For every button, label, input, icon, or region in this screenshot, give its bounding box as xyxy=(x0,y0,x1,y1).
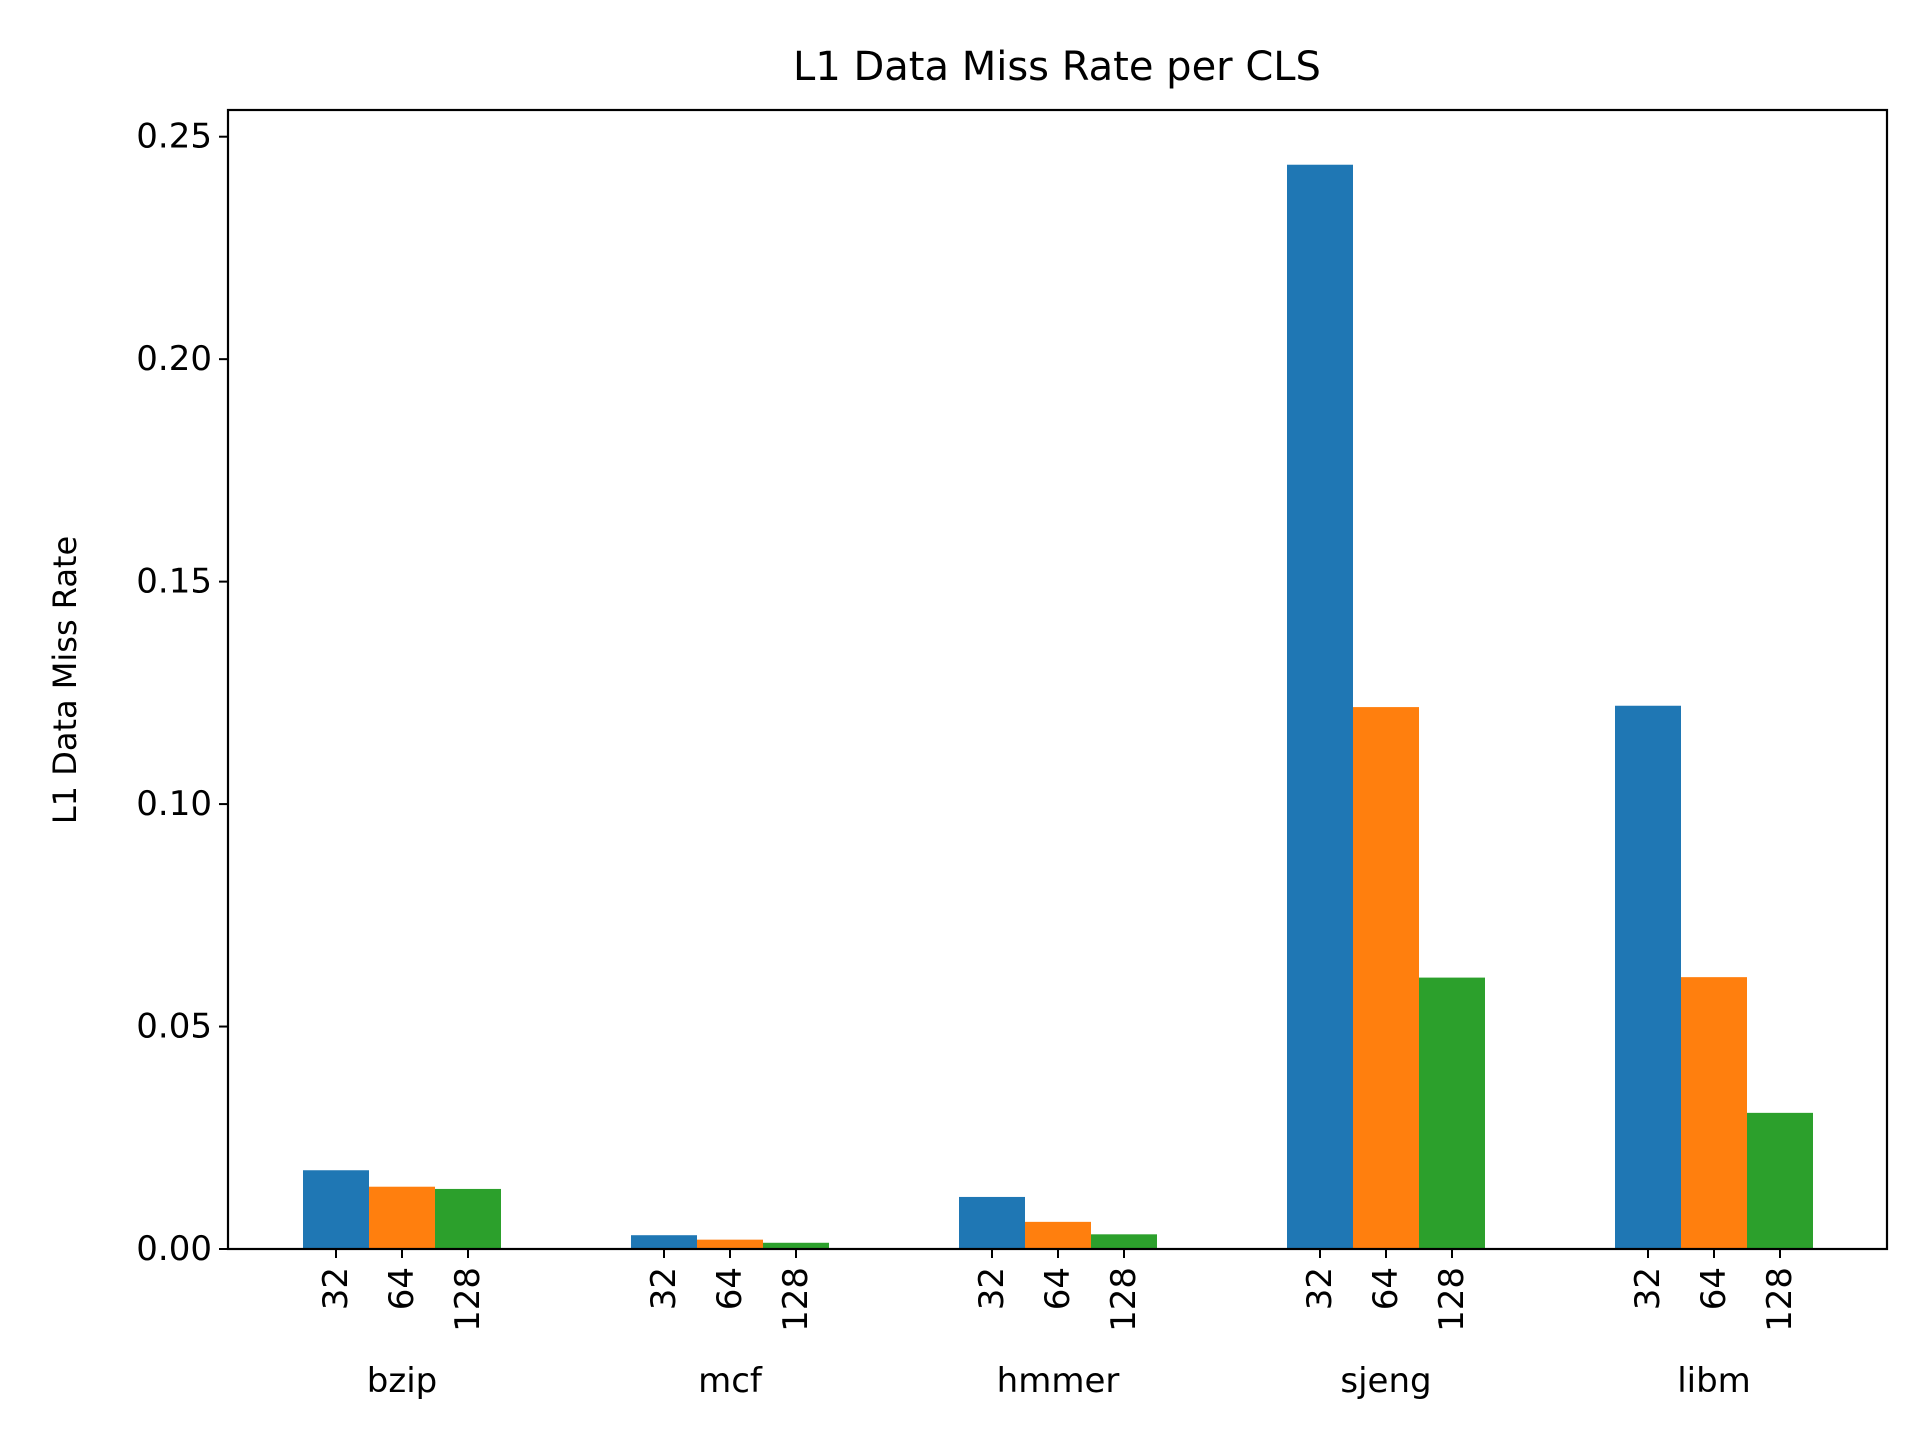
x-sublabel-mcf-64: 64 xyxy=(710,1267,750,1310)
x-sublabel-sjeng-64: 64 xyxy=(1366,1267,1406,1310)
bar-mcf-32 xyxy=(631,1235,697,1249)
bar-mcf-64 xyxy=(697,1239,763,1249)
x-group-label-libm: libm xyxy=(1677,1361,1751,1401)
x-sublabel-hmmer-64: 64 xyxy=(1038,1267,1078,1310)
x-sublabel-hmmer-128: 128 xyxy=(1104,1267,1144,1332)
x-sublabel-libm-64: 64 xyxy=(1694,1267,1734,1310)
x-sublabel-mcf-32: 32 xyxy=(644,1267,684,1310)
bar-hmmer-64 xyxy=(1025,1221,1091,1249)
x-sublabel-libm-32: 32 xyxy=(1628,1267,1668,1310)
x-sublabel-bzip-128: 128 xyxy=(448,1267,488,1332)
x-group-label-mcf: mcf xyxy=(698,1361,763,1401)
x-sublabel-mcf-128: 128 xyxy=(776,1267,816,1332)
x-axis: 32 64 128 bzip 32 64 128 mcf 32 64 128 hmmer 32 64 128… xyxy=(316,1249,1800,1401)
bar-bzip-128 xyxy=(435,1188,501,1249)
bar-mcf-128 xyxy=(763,1242,829,1249)
bar-bzip-64 xyxy=(369,1186,435,1249)
y-tick-label: 0.15 xyxy=(136,562,212,602)
bars-layer xyxy=(303,164,1813,1250)
y-axis: 0.00 0.05 0.10 0.15 0.20 0.25 xyxy=(136,117,228,1269)
bar-sjeng-128 xyxy=(1419,977,1485,1249)
y-tick-label: 0.20 xyxy=(136,339,212,379)
bar-libm-32 xyxy=(1615,705,1681,1249)
plot-frame xyxy=(226,108,1889,1251)
bar-libm-128 xyxy=(1747,1112,1813,1249)
x-sublabel-sjeng-32: 32 xyxy=(1300,1267,1340,1310)
bar-sjeng-32 xyxy=(1287,164,1353,1250)
x-sublabel-sjeng-128: 128 xyxy=(1432,1267,1472,1332)
bar-hmmer-32 xyxy=(959,1196,1025,1249)
x-sublabel-hmmer-32: 32 xyxy=(972,1267,1012,1310)
y-tick-label: 0.00 xyxy=(136,1229,212,1269)
chart-title: L1 Data Miss Rate per CLS xyxy=(793,44,1321,90)
x-group-label-hmmer: hmmer xyxy=(997,1361,1120,1401)
bar-sjeng-64 xyxy=(1353,707,1419,1249)
y-tick-label: 0.25 xyxy=(136,117,212,157)
x-group-label-sjeng: sjeng xyxy=(1340,1361,1431,1401)
y-tick-label: 0.10 xyxy=(136,784,212,824)
x-sublabel-libm-128: 128 xyxy=(1760,1267,1800,1332)
bar-hmmer-128 xyxy=(1091,1234,1157,1249)
x-group-label-bzip: bzip xyxy=(367,1361,437,1401)
bar-bzip-32 xyxy=(303,1170,369,1249)
x-sublabel-bzip-64: 64 xyxy=(382,1267,422,1310)
y-axis-label: L1 Data Miss Rate xyxy=(46,536,84,824)
x-sublabel-bzip-32: 32 xyxy=(316,1267,356,1310)
bar-libm-64 xyxy=(1681,977,1747,1249)
y-tick-label: 0.05 xyxy=(136,1007,212,1047)
